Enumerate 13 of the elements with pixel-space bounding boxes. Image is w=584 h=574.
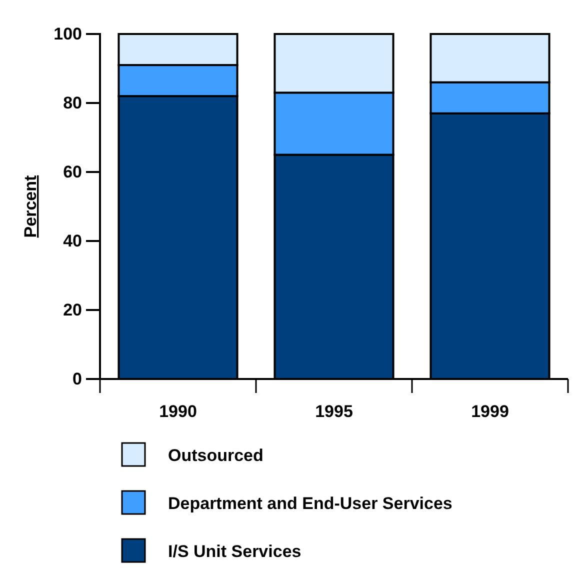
y-tick-label: 0 [72, 369, 82, 388]
y-tick-label: 80 [63, 93, 82, 112]
y-tick-label: 20 [63, 300, 82, 320]
x-tick-label: 1999 [471, 402, 509, 421]
legend-label: Outsourced [168, 446, 264, 465]
x-tick-label: 1995 [315, 402, 353, 421]
legend-label: I/S Unit Services [168, 542, 302, 561]
y-tick-label: 100 [54, 24, 82, 44]
y-axis-title: Percent [21, 174, 40, 238]
x-tick-label: 1990 [159, 402, 197, 421]
y-tick-label: 60 [63, 162, 82, 182]
legend-label: Department and End-User Services [168, 494, 452, 513]
y-tick-label: 40 [63, 231, 82, 250]
